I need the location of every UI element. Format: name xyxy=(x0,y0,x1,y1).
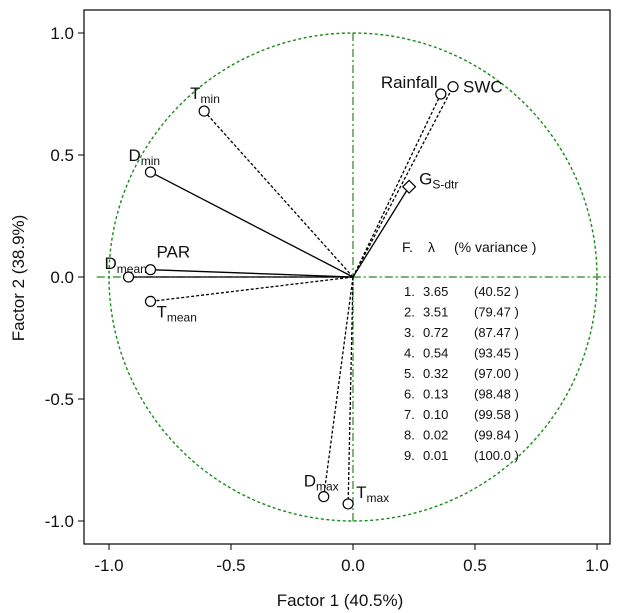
x-tick-label: -0.5 xyxy=(216,556,245,575)
loading-vector xyxy=(150,269,354,278)
variable-label: PAR xyxy=(156,243,190,262)
circle-marker xyxy=(122,271,135,283)
x-tick-label: 0.5 xyxy=(463,556,487,575)
table-header-lambda: λ xyxy=(428,239,435,255)
loading-vector xyxy=(150,171,354,278)
y-tick-label: -0.5 xyxy=(45,390,74,409)
table-row-eigenvalue: 0.72 xyxy=(423,325,448,340)
table-header-f: F. xyxy=(402,239,413,255)
table-row-variance: (97.00 ) xyxy=(474,366,519,381)
table-row-factor: 1. xyxy=(404,284,415,299)
circle-marker xyxy=(144,264,157,276)
table-row-factor: 4. xyxy=(404,346,415,361)
x-tick-label: 0.0 xyxy=(341,556,365,575)
variable-label: Dmin xyxy=(128,146,160,168)
variable-label: Dmax xyxy=(304,472,339,494)
circle-marker xyxy=(342,498,354,510)
circle-marker xyxy=(198,105,210,117)
loading-vector xyxy=(347,276,354,504)
loading-vector xyxy=(203,110,354,278)
loading-vector xyxy=(150,276,354,303)
variable-label: Tmin xyxy=(190,84,220,106)
table-row-eigenvalue: 3.65 xyxy=(423,284,448,299)
table-row-factor: 7. xyxy=(404,407,415,422)
table-row-variance: (99.84 ) xyxy=(474,428,519,443)
table-row-factor: 2. xyxy=(404,305,415,320)
variable-label: Tmax xyxy=(356,483,389,505)
table-row-factor: 5. xyxy=(404,366,415,381)
table-row-factor: 8. xyxy=(404,428,415,443)
circle-marker xyxy=(447,81,459,93)
y-tick-label: 1.0 xyxy=(50,24,74,43)
table-row-eigenvalue: 0.13 xyxy=(423,387,448,402)
loading-vector xyxy=(352,186,410,278)
table-row-variance: (79.47 ) xyxy=(474,305,519,320)
diamond-marker xyxy=(401,179,417,194)
y-axis-title: Factor 2 (38.9%) xyxy=(9,215,28,342)
loading-vector xyxy=(352,86,454,278)
circle-marker xyxy=(144,295,157,307)
y-tick-label: 0.0 xyxy=(50,268,74,287)
x-tick-label: -1.0 xyxy=(94,556,123,575)
variable-label: Rainfall xyxy=(381,73,438,92)
table-header-variance: (% variance ) xyxy=(454,239,536,255)
table-row-eigenvalue: 3.51 xyxy=(423,305,448,320)
table-row-eigenvalue: 0.54 xyxy=(423,346,448,361)
circle-marker xyxy=(144,166,157,178)
table-row-factor: 3. xyxy=(404,325,415,340)
variable-label: GS-dtr xyxy=(419,170,458,192)
y-tick-label: 0.5 xyxy=(50,146,74,165)
x-tick-label: 1.0 xyxy=(585,556,609,575)
circle-marker xyxy=(435,88,447,100)
table-row-eigenvalue: 0.02 xyxy=(423,428,448,443)
table-row-variance: (99.58 ) xyxy=(474,407,519,422)
y-tick-label: -1.0 xyxy=(45,512,74,531)
table-row-variance: (98.48 ) xyxy=(474,387,519,402)
variable-label: Tmean xyxy=(156,302,196,324)
loading-vector xyxy=(323,276,354,497)
table-row-eigenvalue: 0.01 xyxy=(423,448,448,463)
table-row-variance: (93.45 ) xyxy=(474,346,519,361)
table-row-eigenvalue: 0.32 xyxy=(423,366,448,381)
table-row-factor: 9. xyxy=(404,448,415,463)
table-row-variance: (87.47 ) xyxy=(474,325,519,340)
circle-marker xyxy=(318,491,330,503)
loading-vector xyxy=(352,93,442,278)
table-row-factor: 6. xyxy=(404,387,415,402)
table-row-variance: (100.0 ) xyxy=(474,448,519,463)
variable-label: Dmean xyxy=(105,254,147,276)
table-row-eigenvalue: 0.10 xyxy=(423,407,448,422)
table-row-variance: (40.52 ) xyxy=(474,284,519,299)
variable-label: SWC xyxy=(463,78,503,97)
x-axis-title: Factor 1 (40.5%) xyxy=(277,591,404,610)
